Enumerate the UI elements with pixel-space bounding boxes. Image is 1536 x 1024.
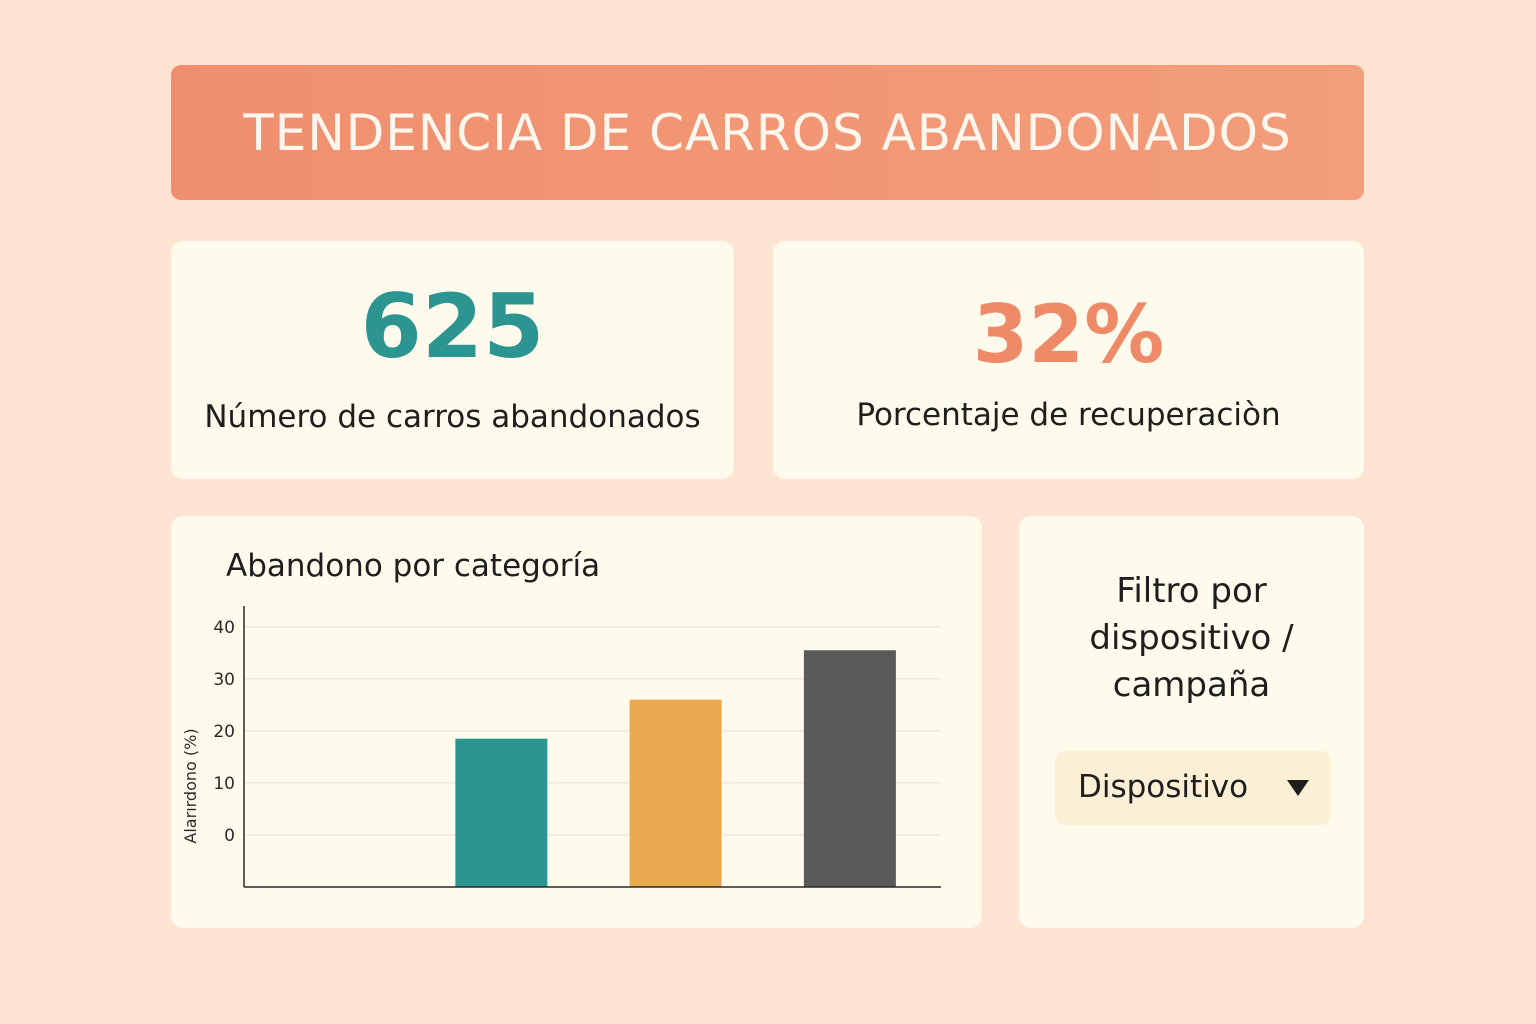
y-tick-label: 10 (213, 774, 235, 794)
filter-title-line: dispositivo / (1089, 618, 1294, 658)
chart-card: Abandono por categoría 0 10 20 30 40 Alarırdo… (171, 516, 982, 928)
bar (455, 738, 548, 887)
dashboard-header: TENDENCIA DE CARROS ABANDONADOS (171, 65, 1364, 200)
bar-chart: 0 10 20 30 40 Alarırdono (%) (181, 606, 941, 888)
y-tick-label: 30 (213, 670, 235, 690)
bar (629, 699, 722, 887)
y-tick-label: 20 (213, 722, 235, 742)
chevron-down-icon[interactable] (1287, 780, 1309, 796)
kpi-card-recovery-rate: 32% Porcentaje de recuperaciòn (773, 241, 1364, 479)
filter-card: Filtro por dispositivo / campaña Disposi… (1019, 516, 1364, 928)
filter-title: Filtro por dispositivo / campaña (1019, 568, 1364, 709)
filter-title-line: campaña (1112, 665, 1271, 705)
kpi-label-abandoned-carts: Número de carros abandonados (204, 399, 701, 435)
y-tick-label: 0 (224, 826, 235, 846)
kpi-label-recovery-rate: Porcentaje de recuperaciòn (856, 397, 1281, 433)
kpi-card-abandoned-carts: 625 Número de carros abandonados (171, 241, 734, 479)
kpi-value-recovery-rate: 32% (972, 288, 1165, 381)
filter-title-line: Filtro por (1116, 571, 1267, 611)
page-title: TENDENCIA DE CARROS ABANDONADOS (243, 103, 1292, 162)
kpi-value-abandoned-carts: 625 (360, 275, 545, 378)
chart-title: Abandono por categoría (226, 548, 601, 584)
y-tick-label: 40 (213, 618, 235, 638)
device-campaign-select[interactable]: Dispositivo (1055, 751, 1331, 825)
select-value: Dispositivo (1078, 769, 1249, 805)
y-axis-label: Alarırdono (%) (181, 728, 200, 843)
bar (803, 650, 896, 887)
